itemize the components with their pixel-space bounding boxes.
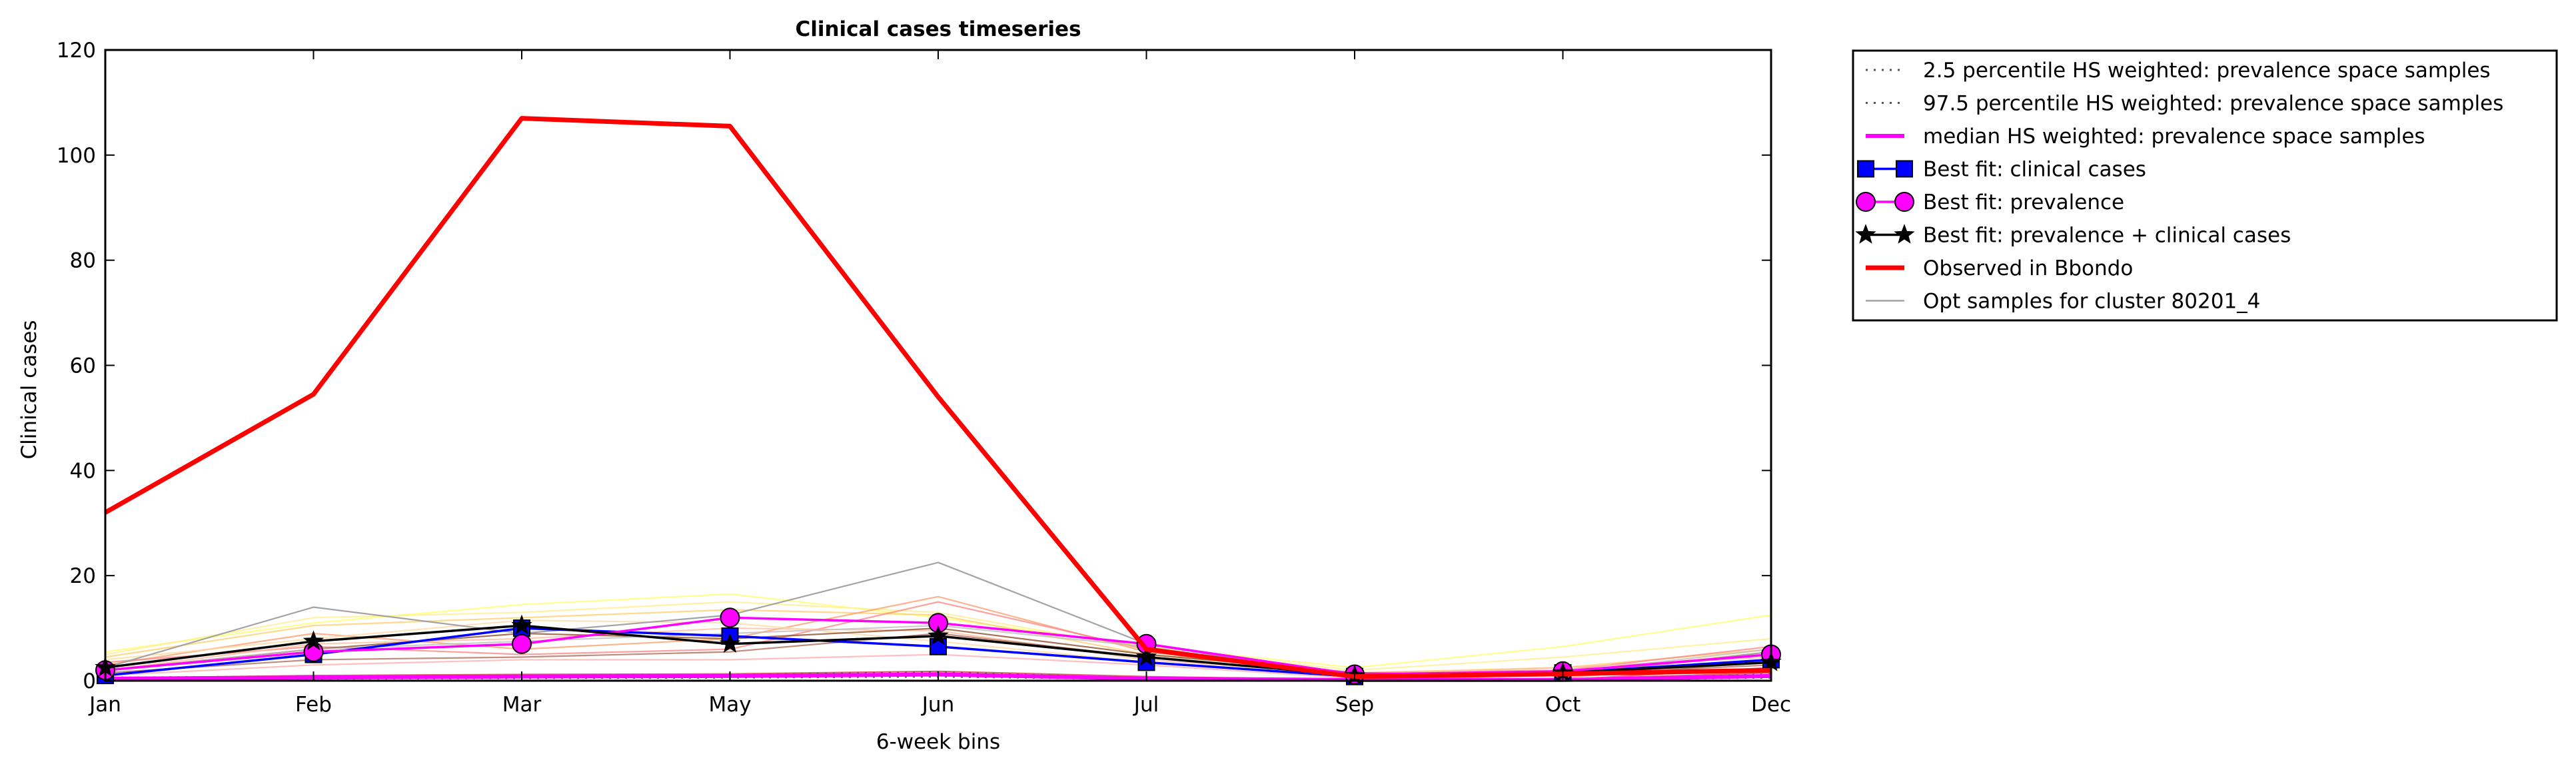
y-tick-label-6: 120: [57, 39, 96, 63]
legend-entries: 2.5 percentile HS weighted: prevalence s…: [1855, 59, 2503, 314]
y-tick-label-5: 100: [57, 144, 96, 168]
data-point-5-2: [511, 614, 532, 635]
legend-marker-b-3: [1896, 160, 1913, 178]
x-tick-label-5: Jul: [1133, 693, 1159, 717]
legend-entry-2: median HS weighted: prevalence space sam…: [1866, 125, 2425, 149]
legend-label-4: Best fit: prevalence: [1923, 191, 2124, 214]
plot-frame: [104, 49, 1772, 682]
y-tick-label-3: 60: [70, 354, 96, 378]
legend-label-2: median HS weighted: prevalence space sam…: [1923, 125, 2425, 149]
legend-entry-5: Best fit: prevalence + clinical cases: [1855, 224, 2291, 248]
x-tick-label-0: Jan: [88, 693, 121, 717]
legend-label-1: 97.5 percentile HS weighted: prevalence …: [1923, 92, 2503, 116]
legend-box: [1852, 49, 2558, 322]
x-tick-label-8: Dec: [1751, 693, 1791, 717]
legend-label-0: 2.5 percentile HS weighted: prevalence s…: [1923, 59, 2491, 83]
legend-marker-a-3: [1857, 160, 1874, 178]
x-tick-label-7: Oct: [1545, 693, 1581, 717]
data-point-4-3: [720, 607, 740, 628]
chart-title: Clinical cases timeseries: [795, 17, 1081, 41]
data-point-3-4: [930, 637, 947, 655]
x-tick-label-3: May: [708, 693, 751, 717]
legend-label-6: Observed in Bbondo: [1923, 256, 2133, 280]
data-point-5-5: [1135, 646, 1157, 666]
legend-label-3: Best fit: clinical cases: [1923, 158, 2146, 182]
legend-marker-a-5: [1855, 224, 1876, 244]
x-tick-label-1: Feb: [295, 693, 332, 717]
legend: 2.5 percentile HS weighted: prevalence s…: [1852, 49, 2558, 322]
data-point-5-1: [303, 630, 324, 651]
series-6: [104, 116, 1772, 679]
x-axis-label: 6-week bins: [876, 730, 1000, 754]
y-tick-label-1: 20: [70, 564, 96, 588]
legend-entry-6: Observed in Bbondo: [1866, 256, 2133, 280]
x-tick-label-2: Mar: [502, 693, 542, 717]
legend-marker-b-5: [1894, 224, 1915, 244]
series-line-6: [104, 116, 1772, 679]
x-tick-label-6: Sep: [1335, 693, 1374, 717]
legend-label-7: Opt samples for cluster 80201_4: [1923, 290, 2260, 314]
plot-marks: [95, 116, 1782, 685]
data-point-4-2: [512, 633, 532, 654]
legend-marker-a-4: [1856, 192, 1876, 212]
legend-marker-b-4: [1894, 192, 1914, 212]
legend-entry-4: Best fit: prevalence: [1856, 191, 2124, 214]
data-point-5-3: [719, 633, 741, 653]
y-tick-label-2: 40: [70, 459, 96, 483]
ticks: Jan Feb Mar May Jun Jul Sep Oct Dec 0 20 40 60 80 100 1…: [57, 39, 1791, 717]
legend-entry-0: 2.5 percentile HS weighted: prevalence s…: [1866, 59, 2491, 83]
legend-label-5: Best fit: prevalence + clinical cases: [1923, 224, 2291, 248]
x-tick-label-4: Jun: [921, 693, 954, 717]
legend-entry-1: 97.5 percentile HS weighted: prevalence …: [1866, 92, 2503, 116]
legend-entry-7: Opt samples for cluster 80201_4: [1866, 290, 2260, 314]
data-point-5-4: [928, 625, 949, 645]
y-axis-label: Clinical cases: [17, 320, 41, 459]
y-tick-label-0: 0: [83, 669, 96, 693]
legend-entry-3: Best fit: clinical cases: [1857, 158, 2146, 182]
y-tick-label-4: 80: [70, 249, 96, 273]
